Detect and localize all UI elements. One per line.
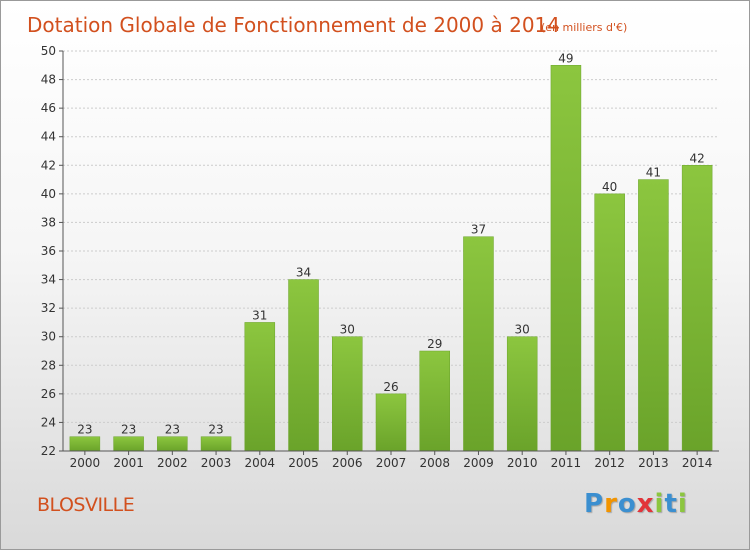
y-tick-label: 34: [41, 273, 56, 287]
x-tick-label-2006: 2006: [332, 456, 363, 470]
bar-2000: [69, 436, 101, 452]
x-tick-label-2000: 2000: [70, 456, 101, 470]
logo-letter: t: [664, 489, 678, 519]
value-label-2000: 23: [77, 423, 92, 437]
x-tick-label-2013: 2013: [638, 456, 669, 470]
y-tick-label: 30: [41, 330, 56, 344]
y-tick-label: 28: [41, 358, 56, 372]
x-tick-label-2007: 2007: [376, 456, 407, 470]
logo-letter: i: [654, 489, 665, 519]
x-tick-label-2002: 2002: [157, 456, 188, 470]
bars-layer: 23 23 23 23 31 34 30 26 29 37 30 49 40 41 42: [69, 51, 713, 452]
value-label-2008: 29: [427, 337, 442, 351]
x-tick-label-2010: 2010: [507, 456, 538, 470]
x-tick-label-2003: 2003: [201, 456, 232, 470]
bar-2009: [463, 236, 494, 452]
x-tick-label-2004: 2004: [245, 456, 276, 470]
value-label-2003: 23: [208, 423, 223, 437]
bar-2010: [506, 336, 538, 452]
bar-2011: [550, 65, 582, 452]
chart-title: Dotation Globale de Fonctionnement de 20…: [27, 13, 560, 37]
y-tick-label: 38: [41, 215, 56, 229]
x-tick-label-2005: 2005: [288, 456, 319, 470]
y-tick-label: 36: [41, 244, 56, 258]
axis-layer: 22 24 26 28 30 32 34 36 38 40 42 44 46 48 50 2000 2001 20…: [41, 44, 719, 470]
x-tick-label-2012: 2012: [594, 456, 625, 470]
logo-letter: P: [584, 489, 605, 519]
y-tick-label: 32: [41, 301, 56, 315]
y-tick-label: 46: [41, 101, 56, 115]
x-tick-label-2009: 2009: [463, 456, 494, 470]
x-tick-label-2001: 2001: [113, 456, 144, 470]
bar-2014: [681, 165, 713, 452]
x-tick-label-2011: 2011: [551, 456, 582, 470]
x-tick-label-2014: 2014: [682, 456, 713, 470]
value-label-2011: 49: [558, 51, 573, 65]
place-name: BLOSVILLE: [37, 494, 135, 516]
bar-2002: [157, 436, 188, 452]
chart-subtitle: (en milliers d'€): [541, 21, 627, 34]
value-label-2001: 23: [121, 423, 136, 437]
value-label-2010: 30: [515, 323, 530, 337]
logo-letter: r: [604, 489, 618, 519]
y-tick-label: 40: [41, 187, 56, 201]
value-label-2012: 40: [602, 180, 617, 194]
bar-2008: [419, 350, 450, 452]
value-label-2002: 23: [165, 423, 180, 437]
y-tick-label: 48: [41, 73, 56, 87]
logo-letter: x: [636, 489, 655, 519]
bar-2001: [113, 436, 144, 452]
x-tick-label-2008: 2008: [419, 456, 450, 470]
y-tick-label: 50: [41, 44, 56, 58]
value-label-2013: 41: [646, 166, 661, 180]
bar-2006: [332, 336, 363, 452]
y-tick-label: 24: [41, 415, 56, 429]
y-tick-label: 42: [41, 158, 56, 172]
bar-2007: [375, 393, 407, 452]
y-tick-label: 44: [41, 130, 56, 144]
value-label-2007: 26: [383, 380, 398, 394]
value-label-2004: 31: [252, 308, 267, 322]
bar-2012: [594, 193, 625, 452]
logo-letter: o: [617, 489, 637, 519]
y-tick-label: 26: [41, 387, 56, 401]
bar-2005: [288, 279, 319, 452]
bar-2003: [200, 436, 232, 452]
y-tick-label: 22: [41, 444, 56, 458]
value-label-2014: 42: [689, 151, 704, 165]
value-label-2005: 34: [296, 266, 311, 280]
value-label-2009: 37: [471, 223, 486, 237]
logo-letter: i: [677, 489, 688, 519]
bar-2013: [638, 179, 669, 452]
value-label-2006: 30: [340, 323, 355, 337]
bar-2004: [244, 322, 276, 452]
proxiti-logo: Proxiti: [584, 489, 688, 519]
